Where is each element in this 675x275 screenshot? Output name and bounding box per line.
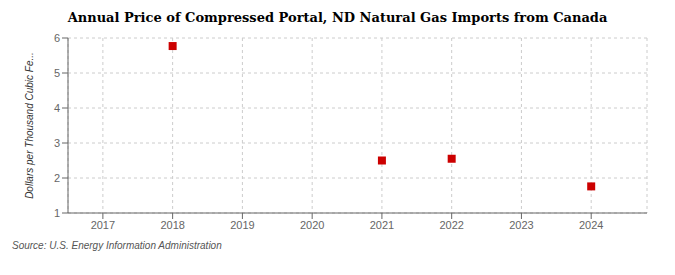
svg-text:2018: 2018 bbox=[160, 219, 184, 231]
svg-text:2022: 2022 bbox=[439, 219, 463, 231]
svg-text:2024: 2024 bbox=[579, 219, 603, 231]
svg-text:Dollars per Thousand Cubic Fe.: Dollars per Thousand Cubic Fe... bbox=[24, 52, 35, 199]
svg-text:2020: 2020 bbox=[300, 219, 324, 231]
svg-text:1: 1 bbox=[54, 207, 60, 219]
html-text:Source: U.S. Energy Informatio: Source: U.S. Energy Information Administ… bbox=[12, 240, 222, 251]
svg-text:2021: 2021 bbox=[370, 219, 394, 231]
svg-text:2019: 2019 bbox=[230, 219, 254, 231]
svg-text:4: 4 bbox=[54, 102, 60, 114]
svg-text:2017: 2017 bbox=[91, 219, 115, 231]
svg-text:3: 3 bbox=[54, 137, 60, 149]
svg-text:6: 6 bbox=[54, 32, 60, 44]
html-text:Annual Price of Compressed Por: Annual Price of Compressed Portal, ND Na… bbox=[67, 10, 608, 25]
svg-text:2: 2 bbox=[54, 172, 60, 184]
svg-text:2023: 2023 bbox=[509, 219, 533, 231]
svg-text:5: 5 bbox=[54, 67, 60, 79]
